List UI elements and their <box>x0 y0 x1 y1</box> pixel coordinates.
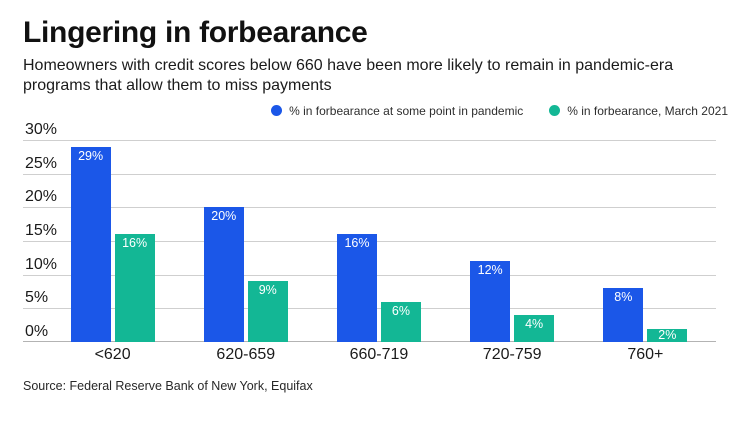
bar-group: 8% 2% <box>603 288 688 342</box>
bar: 29% <box>70 146 111 342</box>
x-category-label: 620-659 <box>216 346 276 363</box>
x-category-label: 720-759 <box>482 346 542 363</box>
legend-dot-icon <box>271 105 283 116</box>
bar: 20% <box>203 207 244 342</box>
legend: % in forbearance at some point in pandem… <box>0 103 728 118</box>
bar: 9% <box>247 281 288 342</box>
bar: 6% <box>380 301 421 342</box>
bar-value-label: 16% <box>122 236 148 251</box>
bar-value-label: 6% <box>391 303 410 318</box>
chart-subtitle: Homeowners with credit scores below 660 … <box>23 57 674 94</box>
plot-area: 30% 25% 20% 15% 10% 5% 0% 29% 16% 20% 9% 16% 6% 12% 4%… <box>23 121 716 342</box>
bar-value-label: 29% <box>78 148 104 163</box>
bar-value-label: 9% <box>258 283 277 298</box>
bar-value-label: 16% <box>344 236 370 251</box>
x-category-label: 760+ <box>627 346 664 363</box>
bar: 2% <box>647 327 688 342</box>
bar-value-label: 20% <box>211 209 237 224</box>
bar: 8% <box>603 288 644 342</box>
legend-dot-icon <box>549 105 561 116</box>
gridline <box>23 140 716 141</box>
bar: 12% <box>470 261 511 342</box>
gridline <box>23 207 716 209</box>
bar-value-label: 8% <box>614 290 633 305</box>
y-tick-label: 15% <box>25 222 58 239</box>
bars-layer: 29% 16% 20% 9% 16% 6% 12% 4% 8% 2% <box>46 140 712 342</box>
bar-group: 20% 9% <box>203 207 288 342</box>
chart-card: Lingering in forbearance Homeowners with… <box>0 15 740 431</box>
legend-item: % in forbearance at some point in pandem… <box>271 104 523 118</box>
bar-value-label: 12% <box>477 263 503 278</box>
bar: 4% <box>514 315 555 342</box>
chart-title: Lingering in forbearance <box>23 16 368 49</box>
y-tick-label: 30% <box>25 121 58 138</box>
legend-label: % in forbearance at some point in pandem… <box>289 103 524 118</box>
legend-label: % in forbearance, March 2021 <box>567 103 728 118</box>
bar-group: 12% 4% <box>470 261 555 342</box>
y-tick-label: 25% <box>25 154 58 172</box>
bar-chart: 30% 25% 20% 15% 10% 5% 0% 29% 16% 20% 9% 16% 6% 12% 4%… <box>23 121 716 364</box>
gridline <box>23 173 716 175</box>
bar: 16% <box>336 234 377 342</box>
y-tick-label: 20% <box>25 188 58 206</box>
bar-group: 29% 16% <box>70 146 155 342</box>
x-axis-labels: <620 620-659 660-719 720-759 760+ <box>46 346 712 364</box>
y-tick-label: 0% <box>25 323 49 340</box>
x-category-label: 660-719 <box>349 346 409 363</box>
x-category-label: <620 <box>94 346 131 363</box>
bar-group: 16% 6% <box>336 234 421 342</box>
legend-item: % in forbearance, March 2021 <box>549 104 728 118</box>
bar-value-label: 2% <box>658 327 677 342</box>
y-tick-label: 10% <box>25 255 58 273</box>
source-note: Source: Federal Reserve Bank of New York… <box>23 379 313 393</box>
bar-value-label: 4% <box>525 317 544 332</box>
y-tick-label: 5% <box>25 289 49 307</box>
bar: 16% <box>114 234 155 342</box>
